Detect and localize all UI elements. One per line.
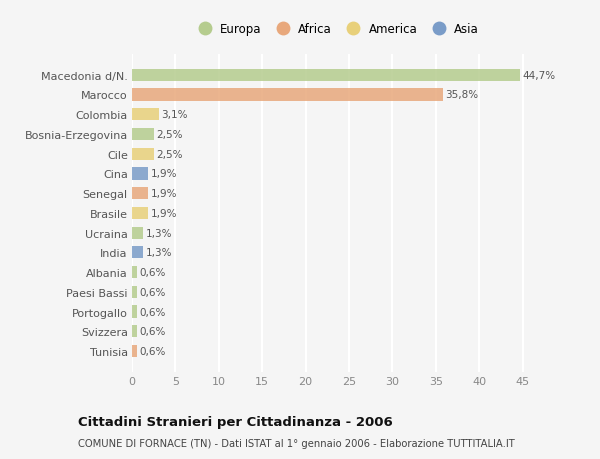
Bar	[132, 345, 137, 358]
Bar	[132, 148, 154, 161]
Bar	[132, 69, 520, 82]
Bar	[132, 266, 137, 279]
Text: 35,8%: 35,8%	[445, 90, 479, 100]
Text: 44,7%: 44,7%	[523, 71, 556, 81]
Bar	[132, 89, 443, 101]
Text: 0,6%: 0,6%	[140, 327, 166, 336]
Legend: Europa, Africa, America, Asia: Europa, Africa, America, Asia	[193, 23, 479, 36]
Text: 1,3%: 1,3%	[146, 248, 172, 258]
Text: 0,6%: 0,6%	[140, 268, 166, 278]
Text: 1,9%: 1,9%	[151, 189, 178, 199]
Bar	[132, 286, 137, 298]
Text: 2,5%: 2,5%	[157, 130, 183, 140]
Text: 3,1%: 3,1%	[161, 110, 188, 120]
Text: 1,9%: 1,9%	[151, 169, 178, 179]
Text: COMUNE DI FORNACE (TN) - Dati ISTAT al 1° gennaio 2006 - Elaborazione TUTTITALIA: COMUNE DI FORNACE (TN) - Dati ISTAT al 1…	[78, 438, 515, 448]
Bar	[132, 129, 154, 141]
Bar	[132, 306, 137, 318]
Bar	[132, 168, 148, 180]
Text: Cittadini Stranieri per Cittadinanza - 2006: Cittadini Stranieri per Cittadinanza - 2…	[78, 415, 393, 428]
Bar	[132, 227, 143, 239]
Text: 1,3%: 1,3%	[146, 228, 172, 238]
Text: 0,6%: 0,6%	[140, 287, 166, 297]
Bar	[132, 207, 148, 219]
Bar	[132, 247, 143, 259]
Bar	[132, 188, 148, 200]
Text: 1,9%: 1,9%	[151, 208, 178, 218]
Bar	[132, 325, 137, 338]
Text: 0,6%: 0,6%	[140, 307, 166, 317]
Bar	[132, 109, 159, 121]
Text: 0,6%: 0,6%	[140, 346, 166, 356]
Text: 2,5%: 2,5%	[157, 149, 183, 159]
